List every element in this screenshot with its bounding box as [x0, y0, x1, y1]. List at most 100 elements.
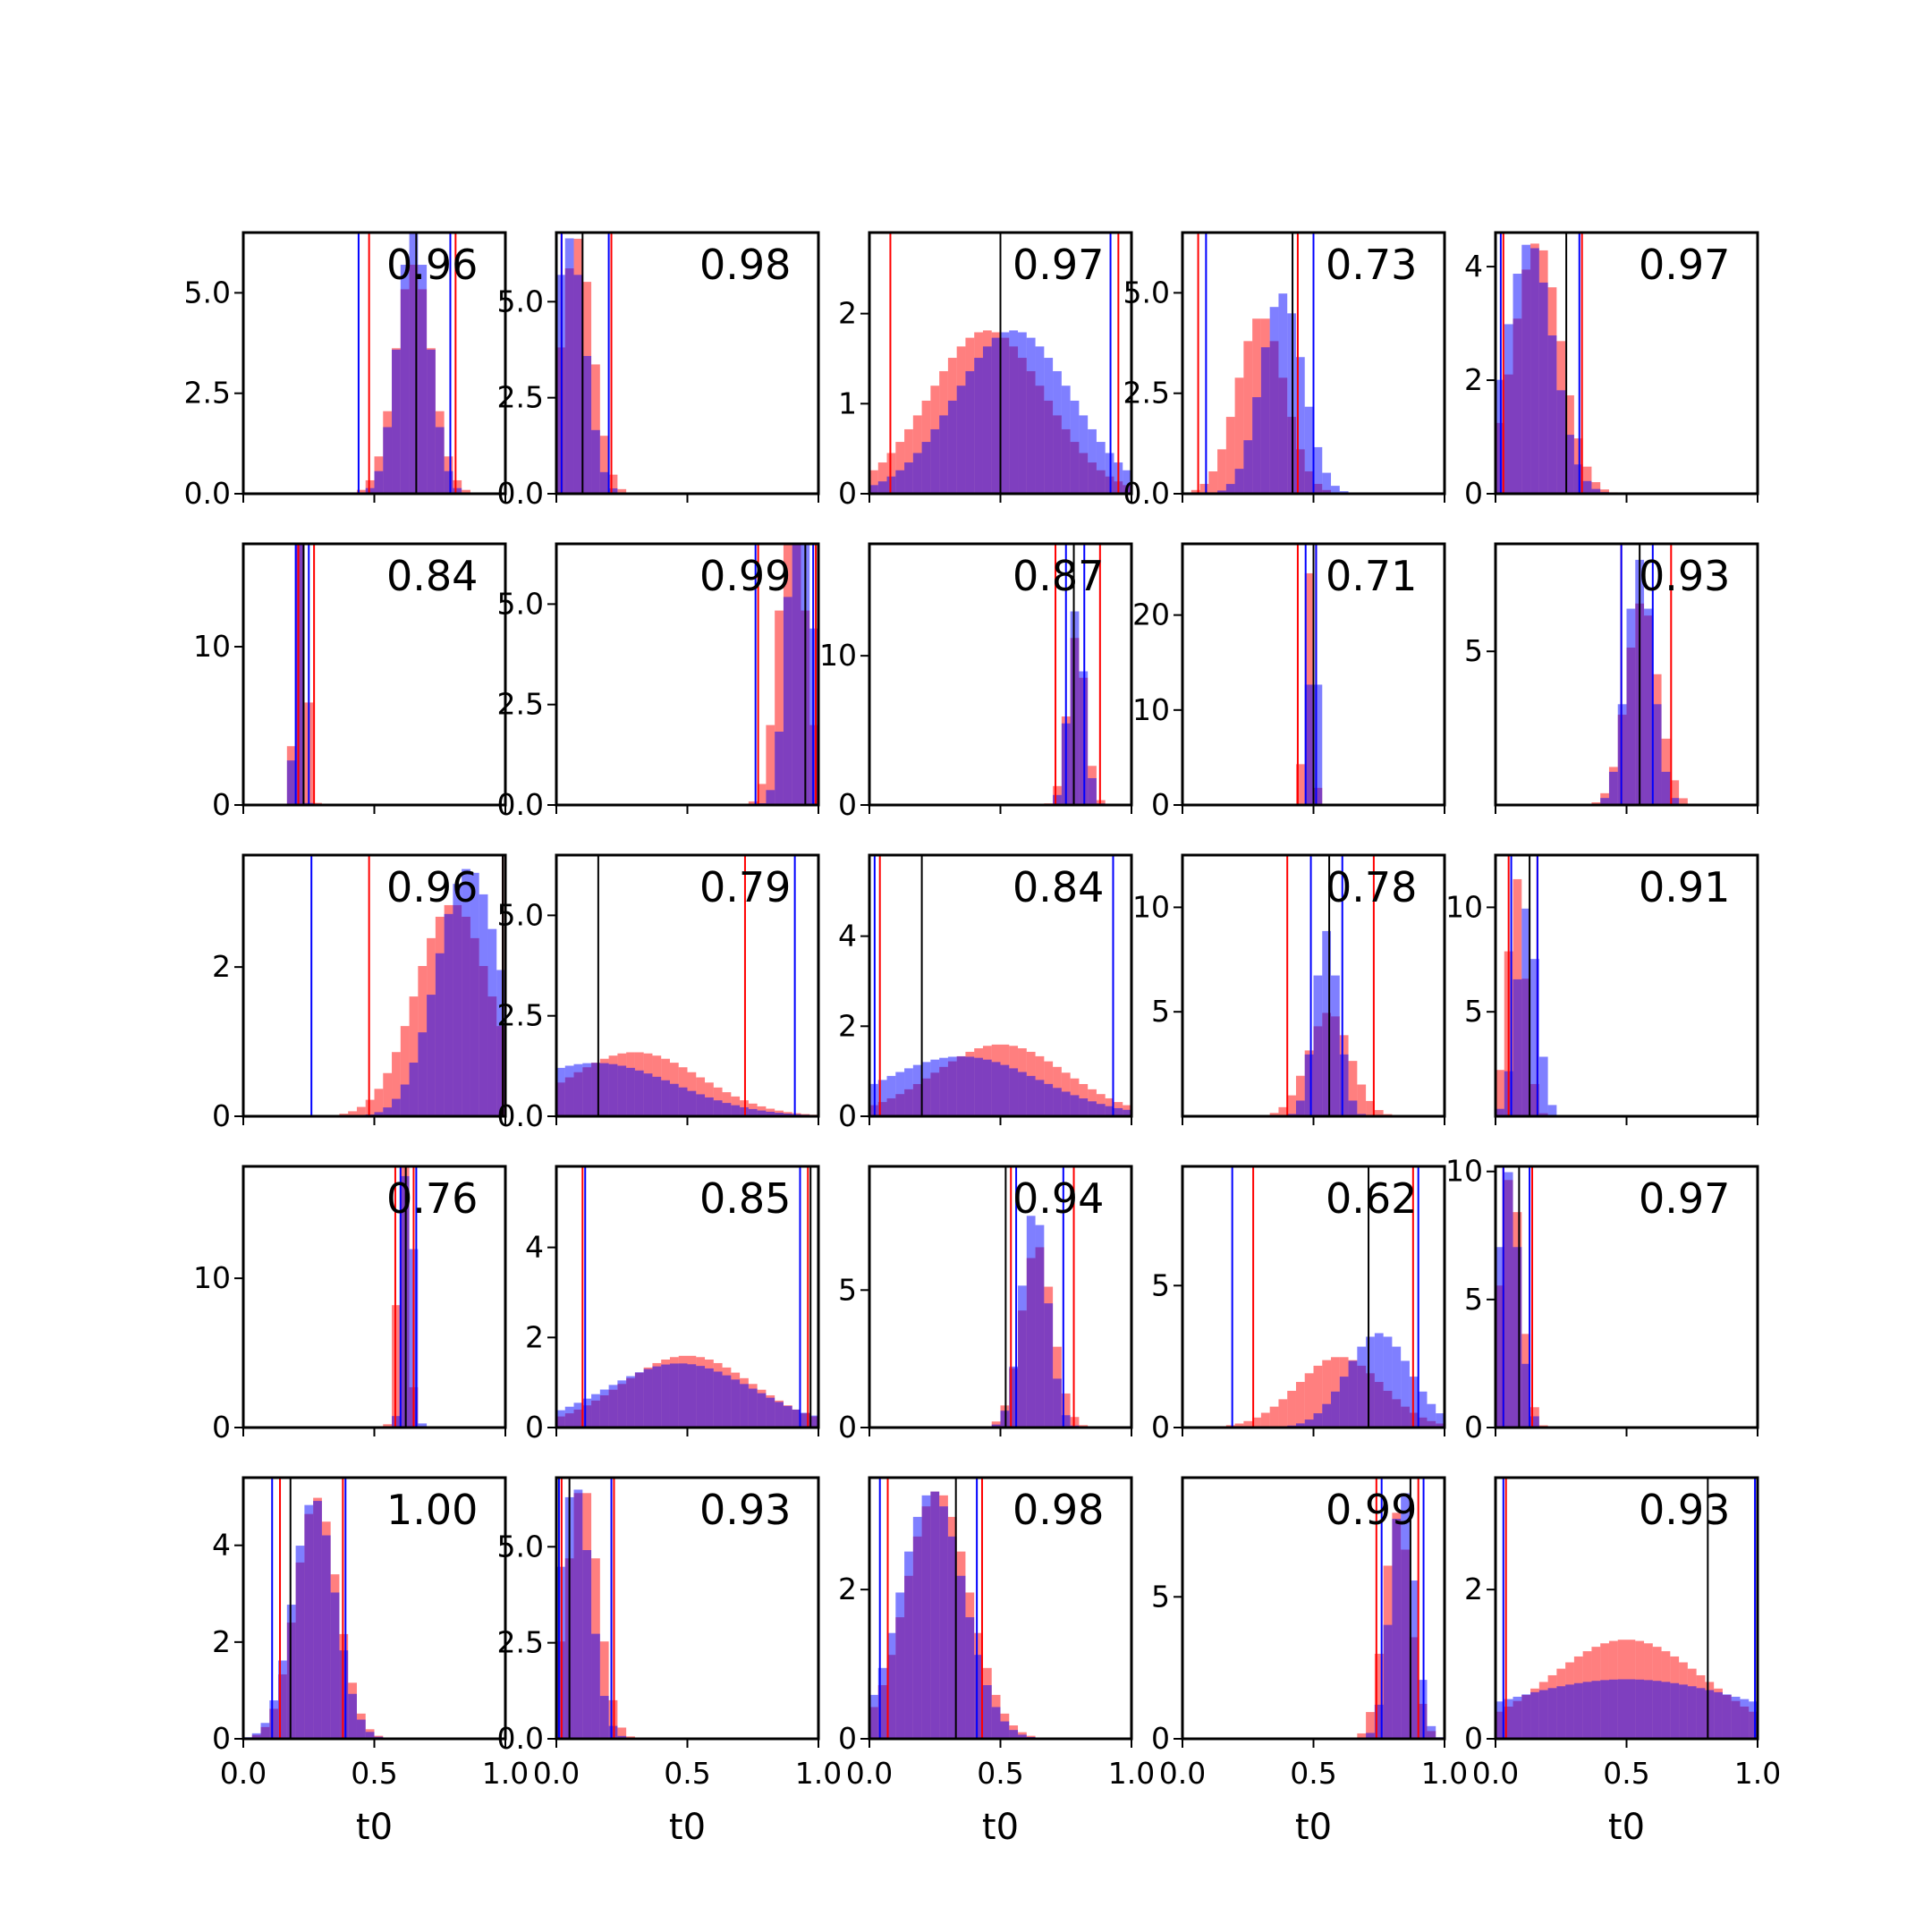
- red-histogram-bar: [1243, 341, 1253, 494]
- blue-histogram-bar: [939, 1057, 948, 1116]
- y-tick-label: 2.5: [497, 1625, 544, 1660]
- blue-histogram-bar: [974, 1057, 983, 1116]
- blue-histogram-bar: [599, 1389, 609, 1428]
- blue-histogram-bar: [713, 1371, 723, 1428]
- blue-histogram-bar: [573, 1063, 583, 1116]
- blue-histogram-bar: [939, 415, 948, 494]
- blue-histogram-bar: [1617, 1679, 1627, 1739]
- y-tick-label: 2.5: [497, 998, 544, 1033]
- y-tick-label: 2: [1464, 362, 1483, 397]
- blue-histogram-bar: [1079, 415, 1089, 494]
- blue-histogram-bar: [304, 1504, 314, 1739]
- panel-score: 0.96: [386, 863, 478, 911]
- blue-histogram-bar: [1018, 332, 1027, 494]
- blue-histogram-bar: [1018, 1285, 1027, 1428]
- blue-histogram-bar: [286, 760, 296, 805]
- blue-histogram-bar: [409, 1063, 419, 1116]
- red-histogram-bar: [877, 462, 887, 494]
- blue-histogram-bar: [626, 1376, 635, 1428]
- blue-histogram-bar: [1225, 484, 1235, 494]
- blue-histogram-bar: [1513, 274, 1522, 494]
- y-tick-label: 5: [838, 1272, 857, 1307]
- blue-histogram-bar: [1652, 1681, 1662, 1739]
- y-tick-label: 0.0: [497, 787, 544, 822]
- red-histogram-bar: [1670, 780, 1680, 805]
- blue-histogram-bar: [392, 349, 401, 494]
- panel-3-2: 0.0 2.5 5.0 0.79: [497, 853, 820, 1133]
- blue-histogram-bar: [1278, 293, 1288, 494]
- blue-histogram-bar: [564, 1406, 574, 1428]
- blue-histogram-bar: [921, 1062, 931, 1116]
- red-histogram-bar: [1199, 484, 1209, 494]
- red-histogram-bar: [1591, 482, 1601, 494]
- blue-histogram-bar: [1538, 1056, 1548, 1116]
- panel-score: 0.62: [1326, 1174, 1417, 1223]
- blue-histogram-bar: [1513, 1696, 1522, 1739]
- blue-histogram-bar: [444, 913, 453, 1116]
- y-tick-label: 20: [1132, 597, 1170, 632]
- blue-histogram-bar: [661, 1364, 670, 1428]
- red-histogram-bar: [1278, 1106, 1288, 1116]
- red-histogram-bar: [1322, 1360, 1332, 1428]
- panel-marks: [869, 1478, 1045, 1739]
- blue-histogram-bar: [1357, 1346, 1367, 1428]
- y-tick-label: 5.0: [497, 586, 544, 621]
- red-histogram-bar: [591, 364, 600, 494]
- blue-histogram-bar: [1044, 1303, 1054, 1428]
- blue-histogram-bar: [1018, 1072, 1027, 1116]
- blue-histogram-bar: [1018, 1734, 1027, 1739]
- blue-histogram-bar: [1591, 1681, 1601, 1739]
- blue-histogram-bar: [713, 1100, 723, 1116]
- blue-histogram-bar: [982, 1059, 992, 1116]
- blue-histogram-bar: [1538, 282, 1548, 494]
- blue-histogram-bar: [652, 1076, 662, 1116]
- blue-histogram-bar: [766, 1397, 775, 1428]
- blue-histogram-bar: [1035, 1080, 1045, 1116]
- red-histogram-bar: [1191, 489, 1200, 494]
- blue-histogram-bar: [626, 1067, 635, 1116]
- blue-histogram-bar: [365, 1732, 375, 1739]
- panel-marks: [1348, 1478, 1445, 1739]
- blue-histogram-bar: [722, 1375, 732, 1428]
- blue-histogram-bar: [374, 470, 384, 494]
- blue-histogram-bar: [1401, 1360, 1410, 1428]
- panel-3-5: 5 10 0.91: [1445, 853, 1759, 1125]
- blue-histogram-bar: [453, 884, 462, 1116]
- panel-score: 0.96: [386, 241, 478, 289]
- blue-histogram-bar: [643, 1073, 653, 1116]
- blue-histogram-bar: [1044, 358, 1054, 494]
- panel-4-5: 0 5 10 0.97: [1445, 1154, 1759, 1445]
- panel-2-3: 0 10 0.87: [819, 542, 1133, 822]
- blue-histogram-bar: [930, 1059, 940, 1116]
- panel-marks: [243, 1478, 393, 1739]
- y-tick-label: 0: [212, 787, 231, 822]
- y-tick-label: 2.5: [184, 376, 231, 411]
- blue-histogram-bar: [939, 1506, 948, 1739]
- blue-histogram-bar: [904, 1551, 913, 1739]
- y-tick-label: 2: [838, 1572, 857, 1606]
- blue-histogram-bar: [991, 1707, 1001, 1739]
- blue-histogram-bar: [591, 1394, 600, 1428]
- red-histogram-bar: [400, 1026, 410, 1116]
- blue-histogram-bar: [1348, 1360, 1358, 1428]
- y-tick-label: 0: [212, 1721, 231, 1756]
- blue-histogram-bar: [1530, 248, 1539, 494]
- blue-histogram-bar: [1731, 1696, 1741, 1739]
- y-tick-label: 0: [212, 1410, 231, 1445]
- blue-histogram-bar: [1009, 1730, 1019, 1739]
- blue-histogram-bar: [1061, 1415, 1071, 1428]
- x-tick-label: 0.0: [1159, 1756, 1206, 1791]
- blue-histogram-bar: [696, 1094, 706, 1116]
- blue-histogram-bar: [573, 275, 583, 494]
- y-tick-label: 2: [212, 1624, 231, 1659]
- blue-histogram-bar: [453, 487, 462, 494]
- blue-histogram-bar: [921, 1495, 931, 1739]
- y-tick-label: 5.0: [1123, 275, 1170, 309]
- x-axis-label: t0: [982, 1807, 1019, 1848]
- blue-histogram-bar: [766, 1111, 775, 1116]
- blue-histogram-bar: [1096, 1104, 1106, 1116]
- panel-2-5: 50.93: [1464, 542, 1759, 814]
- blue-histogram-bar: [956, 1056, 966, 1116]
- y-tick-label: 0.0: [1123, 476, 1170, 511]
- red-histogram-bar: [608, 474, 618, 494]
